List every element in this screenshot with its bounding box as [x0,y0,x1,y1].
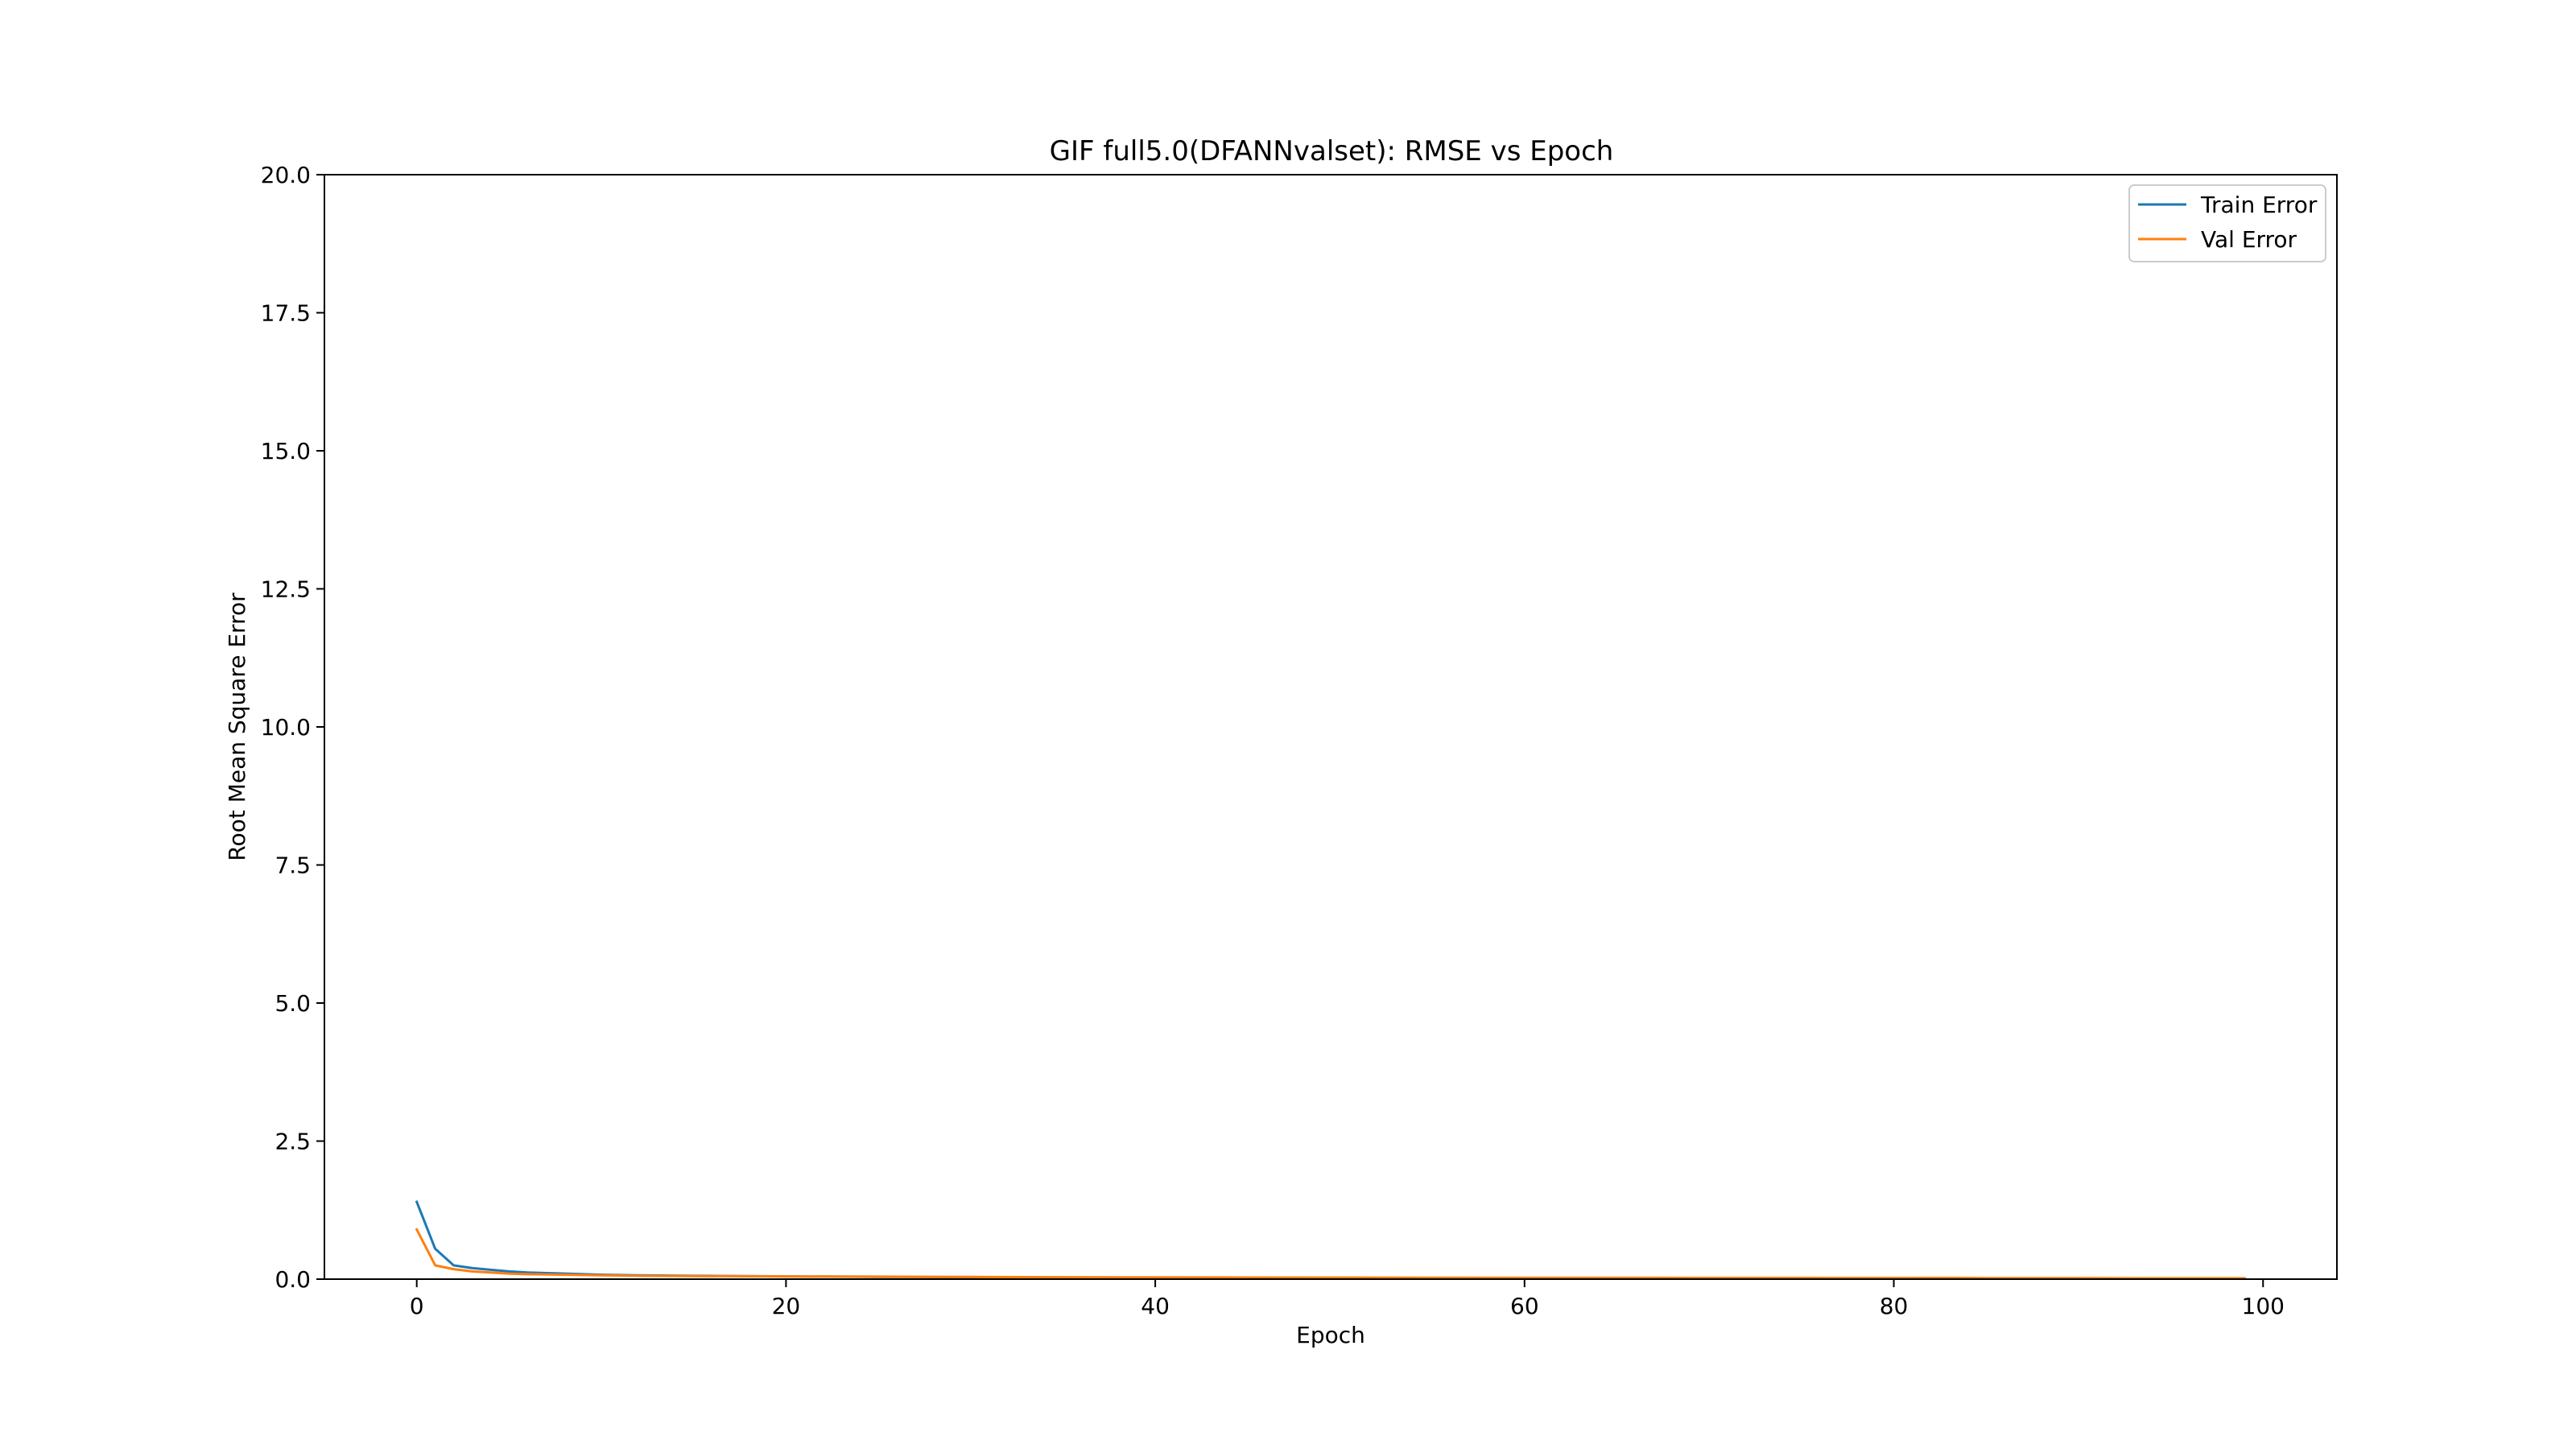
series-line-val-error [415,1228,2246,1280]
x-axis-label: Epoch [1296,1322,1365,1348]
y-tick-label: 20.0 [261,162,311,188]
legend-val-error-label: Val Error [2201,226,2297,253]
x-tick-label: 80 [1880,1293,1909,1319]
x-tick-label: 60 [1510,1293,1539,1319]
legend-train-error-label: Train Error [2200,192,2318,218]
y-tick-label: 10.0 [261,714,311,741]
chart-title: GIF full5.0(DFANNvalset): RMSE vs Epoch [1050,135,1614,167]
y-tick-label: 0.0 [275,1266,311,1293]
series-layer [415,1200,2246,1280]
y-axis-label: Root Mean Square Error [224,592,250,861]
x-tick-label: 40 [1141,1293,1170,1319]
y-tick-label: 7.5 [275,852,311,879]
legend: Train Error Val Error [2128,184,2326,262]
x-tick-label: 20 [772,1293,801,1319]
y-tick-label: 12.5 [261,576,311,603]
x-tick-label: 100 [2242,1293,2285,1319]
y-tick-label: 17.5 [261,300,311,327]
x-tick-label: 0 [410,1293,424,1319]
y-tick-label: 5.0 [275,990,311,1017]
x-axis-ticks: 0 20 40 60 80 100 [410,1279,2285,1319]
y-axis-ticks: 0.0 2.5 5.0 7.5 10.0 12.5 15.0 17.5 20.0 [261,162,324,1293]
plot-area-frame [324,174,2338,1280]
y-tick-label: 15.0 [261,438,311,464]
y-tick-label: 2.5 [275,1129,311,1155]
